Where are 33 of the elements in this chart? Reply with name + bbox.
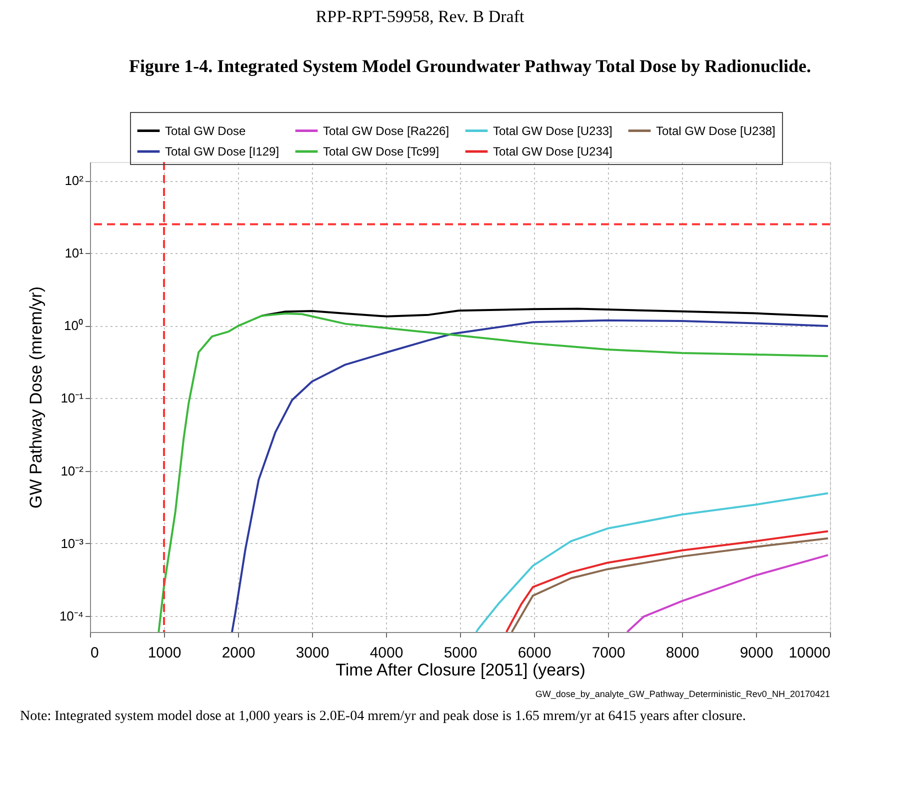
x-tick-label: 3000 <box>296 644 330 662</box>
x-axis-title: Time After Closure [2051] (years) <box>336 660 586 680</box>
x-tick-label: 6000 <box>518 644 552 662</box>
legend-label: Total GW Dose [Ra226] <box>323 124 450 138</box>
legend-label: Total GW Dose [U233] <box>493 124 612 138</box>
x-tick-label: 10000 <box>788 644 830 662</box>
chart-title: Figure 1-4. Integrated System Model Groundwater Pathway Total Dose by Radionuclide. <box>128 56 812 76</box>
line-series <box>475 492 829 632</box>
x-tick-label: 2000 <box>222 644 256 662</box>
y-tick-label: 10⁰ <box>64 318 84 334</box>
legend-label: Total GW Dose [U238] <box>656 124 776 138</box>
x-tick-label: 4000 <box>370 644 404 662</box>
legend-label: Total GW Dose <box>165 124 246 138</box>
x-tick-label: 5000 <box>444 644 478 662</box>
x-tick-label: 9000 <box>740 644 774 662</box>
x-tick-label: 8000 <box>666 644 700 662</box>
y-tick-label: 10⁻² <box>60 463 84 478</box>
y-tick-label: 10² <box>64 173 84 188</box>
y-axis-title: GW Pathway Dose (mrem/yr) <box>26 286 46 508</box>
legend-label: Total GW Dose [I129] <box>165 144 280 158</box>
y-tick-label: 10⁻⁴ <box>59 608 84 624</box>
x-tick-label: 0 <box>90 644 99 662</box>
y-tick-label: 10¹ <box>64 246 84 261</box>
x-tick-label: 1000 <box>148 644 182 662</box>
text: Note: Integrated system model dose at 1,000 years is 2.0E-04 mrem/yr and peak dose is 1.65 mrem/yr at 6415 years after closure. <box>20 709 746 724</box>
legend-label: Total GW Dose [Tc99] <box>323 144 440 158</box>
line-series <box>626 554 829 632</box>
text: RPP-RPT-59958, Rev. B Draft <box>316 7 524 26</box>
y-tick-label: 10⁻¹ <box>60 390 84 406</box>
y-tick-label: 10⁻³ <box>60 536 84 551</box>
text: GW_dose_by_analyte_GW_Pathway_Deterministic_Rev0_NH_20170421 <box>535 689 830 699</box>
legend-label: Total GW Dose [U234] <box>493 144 612 158</box>
x-tick-label: 7000 <box>592 644 626 662</box>
